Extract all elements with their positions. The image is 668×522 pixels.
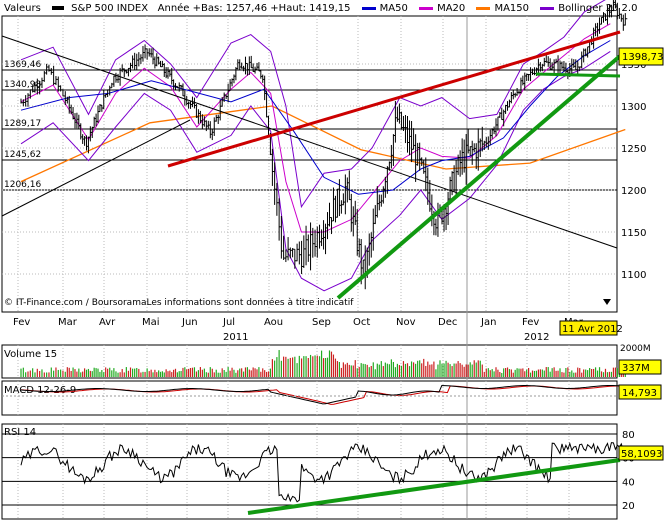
- price-tick-3: 1200: [621, 186, 646, 197]
- month-label-10: Dec: [438, 317, 457, 328]
- date-badge: [559, 320, 618, 336]
- rsi-badge: [618, 445, 664, 461]
- legend-ma50: MA50: [379, 3, 408, 14]
- volume-label: Volume 15: [4, 349, 57, 360]
- rsi-badge-text: 58,1093: [621, 449, 662, 460]
- copyright-note: © IT-Finance.com / BoursoramaLes informa…: [4, 297, 354, 308]
- volume-top-tick: 2000M: [620, 344, 651, 354]
- support-horizontal: [535, 72, 621, 78]
- macd-panel-frame: [1, 380, 618, 416]
- ma50-line: [20, 40, 611, 195]
- rsi-tick-3: 20: [622, 501, 635, 512]
- macd-line: [20, 384, 624, 405]
- chart-header: Valeurs S&P 500 INDEX Année +Bas: 1257,4…: [4, 3, 637, 14]
- month-label-8: Oct: [353, 317, 370, 328]
- month-label-7: Sep: [312, 317, 331, 328]
- ascending-trendline-left: [1, 119, 191, 217]
- month-label-3: Mai: [142, 317, 160, 328]
- ma50-swatch: [361, 6, 376, 10]
- month-label-0: Fev: [13, 317, 30, 328]
- date-badge-text: 11 Avr 2012: [562, 324, 623, 335]
- volume-panel-frame: [1, 344, 618, 379]
- volume-badge-text: 337M: [622, 363, 650, 374]
- legend-ma150: MA150: [494, 3, 530, 14]
- descending-trendline: [1, 35, 618, 249]
- rsi-panel-frame: [1, 423, 618, 520]
- year-label-2011: 2011: [223, 332, 248, 343]
- price-level-label-0: 1369,46: [4, 60, 41, 70]
- bollinger-swatch: [540, 6, 555, 10]
- rsi-line: [20, 441, 626, 503]
- price-level-label-4: 1206,16: [4, 180, 41, 190]
- price-tick-5: 1100: [621, 270, 646, 281]
- price-panel-frame: [1, 15, 618, 313]
- bollinger-lower: [20, 50, 611, 292]
- support-trendline: [336, 54, 622, 300]
- price-level-label-3: 1245,62: [4, 150, 41, 160]
- month-label-6: Aou: [264, 317, 283, 328]
- price-badge-text: 1398,73: [622, 52, 663, 63]
- volume-badge: [618, 359, 662, 375]
- resistance-trendline: [167, 30, 621, 168]
- price-tick-1: 1300: [621, 102, 646, 113]
- valeurs-label[interactable]: Valeurs: [4, 3, 41, 14]
- month-label-12: Fev: [522, 317, 539, 328]
- month-label-4: Jun: [181, 317, 198, 328]
- month-label-5: Jul: [222, 317, 235, 328]
- ma150-line: [20, 105, 626, 183]
- month-label-1: Mar: [58, 317, 78, 328]
- index-swatch: [51, 6, 64, 10]
- rsi-tick-0: 80: [622, 430, 635, 441]
- price-level-label-1: 1340,98: [4, 80, 41, 90]
- bollinger-upper: [20, 0, 606, 209]
- rsi-support-trendline: [247, 458, 621, 515]
- year-label-2012: 2012: [524, 332, 549, 343]
- price-level-label-2: 1289,17: [4, 119, 41, 129]
- month-label-9: Nov: [396, 317, 416, 328]
- scroll-down-icon: [603, 299, 611, 305]
- year-stats: Année +Bas: 1257,46 +Haut: 1419,15: [157, 3, 351, 14]
- ma150-swatch: [476, 6, 491, 10]
- month-label-2: Avr: [99, 317, 116, 328]
- rsi-tick-2: 40: [622, 477, 635, 488]
- legend-bollinger: Bollinger 20 2.0: [558, 3, 638, 14]
- macd-badge: [618, 384, 662, 400]
- macd-label: MACD 12-26-9: [4, 385, 76, 396]
- rsi-label: RSI 14: [4, 427, 36, 438]
- index-name: S&P 500 INDEX: [71, 3, 149, 14]
- month-label-11: Jan: [480, 317, 496, 328]
- price-tick-2: 1250: [621, 144, 646, 155]
- ma20-line: [20, 23, 611, 233]
- macd-badge-text: 14,793: [622, 388, 657, 399]
- ma20-swatch: [419, 6, 434, 10]
- price-tick-4: 1150: [621, 228, 646, 239]
- legend-ma20: MA20: [437, 3, 466, 14]
- price-badge: [618, 47, 664, 66]
